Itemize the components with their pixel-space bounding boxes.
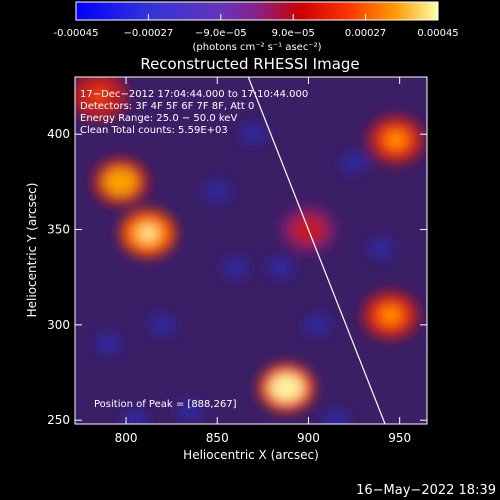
heatmap-cell	[322, 410, 349, 424]
y-tick-label: 300	[47, 318, 70, 332]
chart-title: Reconstructed RHESSI Image	[140, 55, 359, 73]
colorbar-unit-label: (photons cm⁻² s⁻¹ asec⁻²)	[192, 42, 321, 53]
heatmap-cell	[304, 314, 331, 335]
generation-timestamp: 16−May−2022 18:39	[356, 483, 496, 498]
x-tick-label: 900	[297, 431, 320, 445]
heatmap-cell	[149, 314, 176, 335]
heatmap-cell	[368, 238, 395, 259]
x-tick-label: 950	[388, 431, 411, 445]
source-core	[90, 89, 107, 104]
observation-info: 17−Dec−2012 17:04:44.000 to 17:10:44.000…	[80, 89, 308, 136]
colorbar: -0.00045 −0.00027 −9.0e−05 9.0e−05 0.00027 0.…	[54, 1, 459, 53]
heatmap-cell	[94, 333, 121, 354]
y-axis: 250 300 350 400	[47, 127, 427, 427]
heatmap-cell	[204, 181, 231, 202]
heatmap-cell	[222, 257, 249, 278]
info-line: Clean Total counts: 5.59E+03	[80, 125, 228, 136]
info-line: Detectors: 3F 4F 5F 6F 7F 8F, Att 0	[80, 101, 254, 112]
source-core	[112, 174, 129, 189]
source-core	[278, 380, 295, 395]
peak-position-label: Position of Peak = [888,267]	[94, 399, 237, 410]
source-core	[387, 132, 404, 147]
colorbar-gradient	[75, 1, 439, 21]
heatmap-cell	[122, 410, 149, 424]
y-tick-label: 250	[47, 413, 70, 427]
info-line: 17−Dec−2012 17:04:44.000 to 17:10:44.000	[80, 89, 308, 100]
colorbar-tick-label: 9.0e−05	[272, 28, 315, 39]
y-axis-label: Heliocentric Y (arcsec)	[25, 183, 39, 318]
colorbar-tick-label: 0.00045	[417, 28, 458, 39]
heatmap-cell	[268, 257, 295, 278]
colorbar-tick-label: −0.00027	[124, 28, 174, 39]
heatmap-image	[75, 77, 427, 424]
source-core	[382, 308, 399, 323]
colorbar-tick-label: 0.00027	[345, 28, 386, 39]
heatmap-cell	[341, 152, 368, 173]
colorbar-tick-label: -0.00045	[54, 28, 99, 39]
solar-limb-line	[247, 77, 386, 424]
source-core	[139, 226, 156, 241]
colorbar-ticks: -0.00045 −0.00027 −9.0e−05 9.0e−05 0.00027 0.…	[54, 14, 459, 39]
plot-frame	[74, 76, 428, 425]
x-axis: 800 850 900 950	[115, 77, 411, 445]
x-axis-label: Heliocentric X (arcsec)	[183, 448, 319, 462]
heatmap-cell	[176, 400, 203, 421]
colorbar-tick-label: −9.0e−05	[195, 28, 247, 39]
info-line: Energy Range: 25.0 − 50.0 keV	[80, 113, 237, 124]
x-tick-label: 800	[115, 431, 138, 445]
y-tick-label: 400	[47, 127, 70, 141]
heatmap-cell	[240, 124, 267, 145]
x-tick-label: 850	[206, 431, 229, 445]
y-tick-label: 350	[47, 223, 70, 237]
